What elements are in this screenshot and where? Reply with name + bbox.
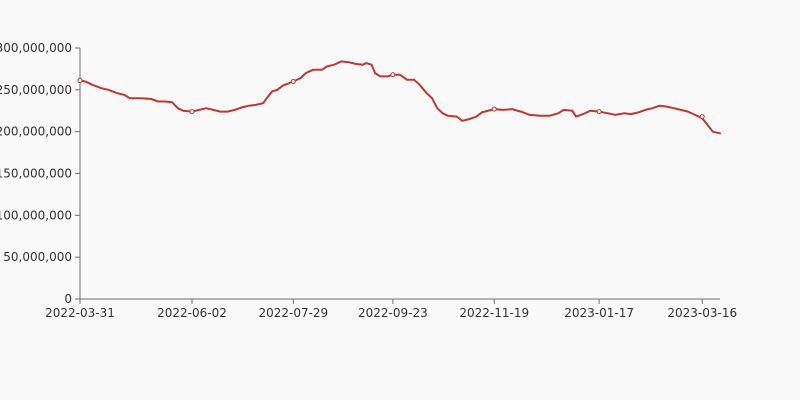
- x-tick-label: 2022-09-23: [358, 306, 428, 320]
- y-tick-label: 250,000,000: [0, 83, 72, 97]
- y-tick-label: 150,000,000: [0, 167, 72, 181]
- x-axis-ticks: 2022-03-31 2022-06-02 2022-07-29 2022-09-23…: [45, 299, 737, 320]
- y-tick-label: 200,000,000: [0, 125, 72, 139]
- x-tick-label: 2022-11-19: [459, 306, 529, 320]
- series-line: [79, 60, 721, 135]
- x-tick-label: 2022-03-31: [45, 306, 115, 320]
- y-tick-label: 0: [64, 292, 72, 306]
- y-axis-ticks: 0 50,000,000 100,000,000 150,000,000 200,000…: [0, 41, 80, 306]
- data-point-marker: [390, 72, 396, 78]
- series-markers: [77, 72, 705, 120]
- x-tick-label: 2022-07-29: [258, 306, 328, 320]
- y-tick-label: 50,000,000: [3, 250, 72, 264]
- data-point-marker: [491, 106, 497, 112]
- data-point-marker: [189, 109, 195, 115]
- x-tick-label: 2023-03-16: [667, 306, 737, 320]
- data-point-marker: [596, 109, 602, 115]
- data-point-marker: [77, 78, 83, 84]
- data-point-marker: [699, 114, 705, 120]
- y-tick-label: 300,000,000: [0, 41, 72, 55]
- data-point-marker: [290, 78, 296, 84]
- x-tick-label: 2022-06-02: [157, 306, 227, 320]
- x-tick-label: 2023-01-17: [564, 306, 634, 320]
- y-tick-label: 100,000,000: [0, 208, 72, 222]
